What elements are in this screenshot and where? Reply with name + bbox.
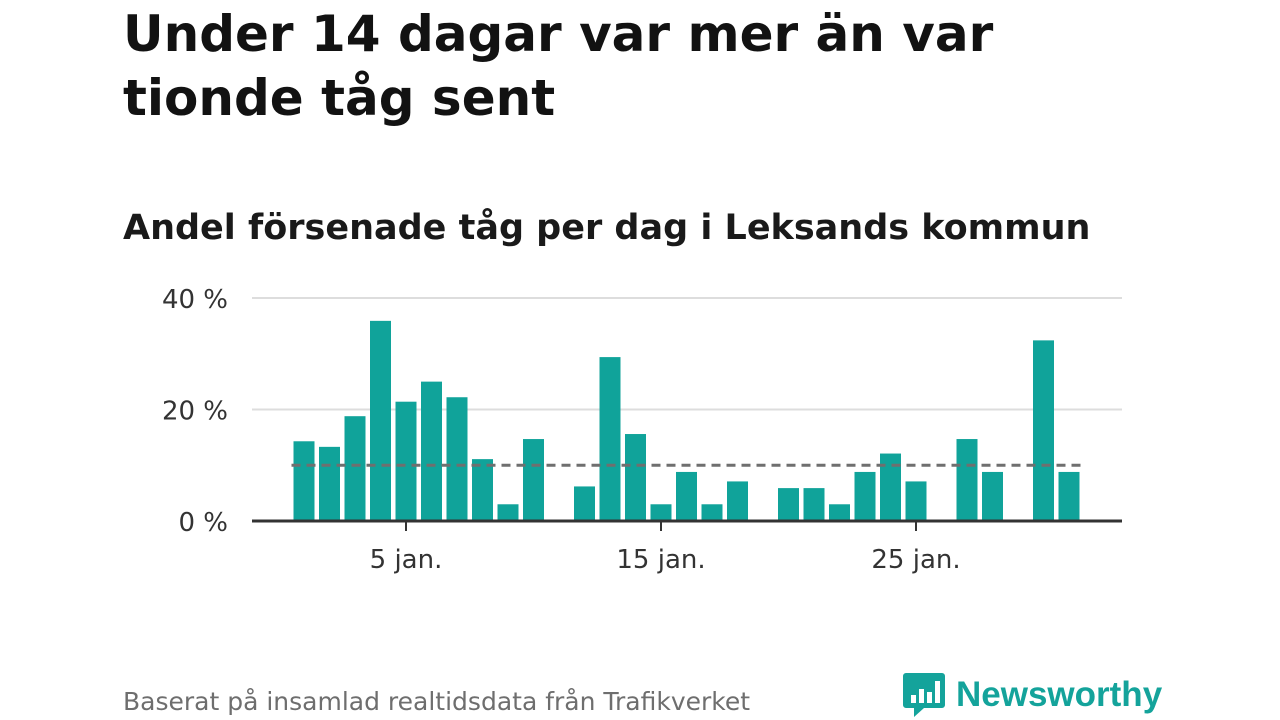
bar xyxy=(727,481,748,521)
x-tick-label: 25 jan. xyxy=(871,545,960,575)
bar xyxy=(1033,340,1054,521)
newsworthy-logo: Newsworthy xyxy=(902,671,1162,719)
bar xyxy=(778,488,799,521)
bar xyxy=(880,453,901,521)
bar xyxy=(344,416,366,521)
bar xyxy=(701,504,723,521)
bar xyxy=(803,488,825,521)
y-tick-label: 40 % xyxy=(162,285,228,315)
y-tick-label: 20 % xyxy=(162,397,228,427)
newsworthy-chart-bubble-icon xyxy=(903,673,945,717)
bar xyxy=(293,441,315,521)
bar xyxy=(523,439,544,521)
bar xyxy=(497,504,519,521)
bar xyxy=(574,486,595,521)
bars xyxy=(293,320,1080,521)
bar xyxy=(650,504,672,521)
bar xyxy=(599,357,621,521)
y-tick-label: 0 % xyxy=(178,508,228,538)
logo-text: Newsworthy xyxy=(956,675,1163,714)
bar xyxy=(319,446,340,521)
chart-title: Under 14 dagar var mer än var tionde tåg… xyxy=(123,5,994,127)
bar xyxy=(1058,471,1080,521)
bar xyxy=(905,481,927,521)
source-note: Baserat på insamlad realtidsdata från Tr… xyxy=(123,687,751,716)
bar xyxy=(472,459,493,521)
x-tick-label: 15 jan. xyxy=(616,545,705,575)
x-axis-ticks: 5 jan. 15 jan. 25 jan. xyxy=(370,521,961,575)
bar xyxy=(370,320,391,521)
bar xyxy=(676,471,697,521)
bar xyxy=(982,471,1003,521)
bar xyxy=(625,434,646,521)
bar xyxy=(956,439,978,521)
bar xyxy=(395,401,417,521)
bar xyxy=(446,397,468,521)
bar xyxy=(829,504,850,521)
bar xyxy=(854,471,876,521)
x-tick-label: 5 jan. xyxy=(370,545,443,575)
y-axis-ticks: 0 % 20 % 40 % xyxy=(162,285,228,538)
chart-subtitle: Andel försenade tåg per dag i Leksands k… xyxy=(123,208,1091,248)
bar xyxy=(421,381,442,521)
